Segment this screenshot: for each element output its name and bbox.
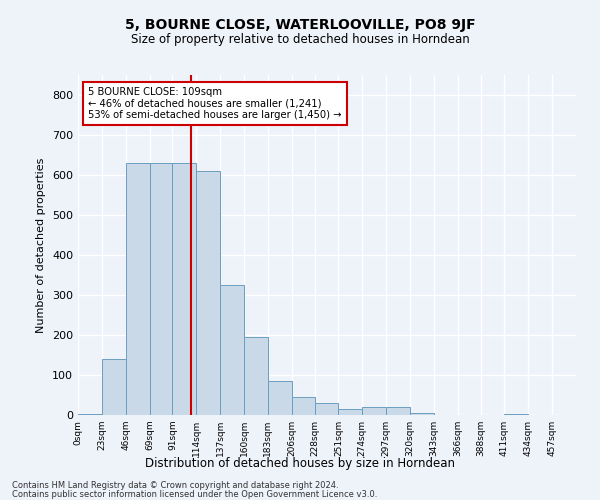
Bar: [386, 407, 410, 415]
Bar: [314, 403, 338, 415]
Bar: [410, 413, 434, 415]
Bar: [244, 337, 268, 415]
Bar: [362, 407, 386, 415]
Text: Contains HM Land Registry data © Crown copyright and database right 2024.: Contains HM Land Registry data © Crown c…: [12, 481, 338, 490]
Bar: [338, 409, 362, 415]
Text: 5, BOURNE CLOSE, WATERLOOVILLE, PO8 9JF: 5, BOURNE CLOSE, WATERLOOVILLE, PO8 9JF: [125, 18, 475, 32]
Bar: [505, 414, 528, 415]
Y-axis label: Number of detached properties: Number of detached properties: [37, 158, 46, 332]
Bar: [78, 414, 102, 415]
Text: Contains public sector information licensed under the Open Government Licence v3: Contains public sector information licen…: [12, 490, 377, 499]
Text: Size of property relative to detached houses in Horndean: Size of property relative to detached ho…: [131, 32, 469, 46]
Bar: [102, 359, 126, 415]
Bar: [268, 381, 292, 415]
Bar: [196, 171, 220, 415]
Text: Distribution of detached houses by size in Horndean: Distribution of detached houses by size …: [145, 458, 455, 470]
Text: 5 BOURNE CLOSE: 109sqm
← 46% of detached houses are smaller (1,241)
53% of semi-: 5 BOURNE CLOSE: 109sqm ← 46% of detached…: [88, 87, 342, 120]
Bar: [220, 285, 244, 415]
Bar: [126, 163, 149, 415]
Bar: [292, 397, 314, 415]
Bar: [172, 163, 196, 415]
Bar: [149, 163, 172, 415]
